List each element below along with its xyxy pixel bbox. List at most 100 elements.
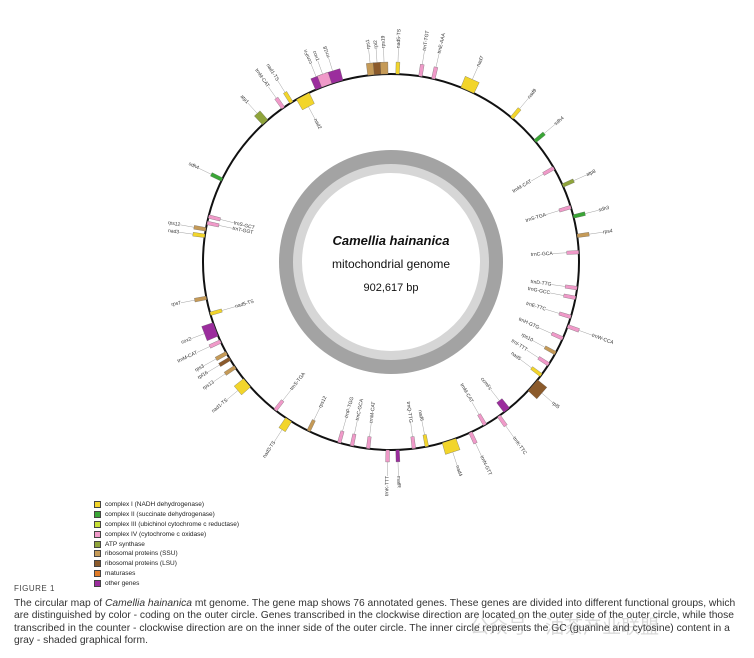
gene-leader-line	[369, 422, 372, 437]
gene-block-nad9	[510, 107, 522, 120]
gene-leader-line	[308, 106, 316, 120]
legend-swatch	[94, 501, 101, 509]
gene-label: nad6	[417, 410, 425, 422]
gene-leader-line	[368, 49, 371, 64]
gene-leader-line	[226, 390, 238, 400]
gene-label: trnK-TTC	[511, 436, 528, 457]
gene-label: trnT-GGT	[232, 226, 254, 236]
gene-label: trnQ-TTG	[405, 401, 414, 423]
gene-block-trnM-CAT	[274, 96, 285, 110]
gene-leader-line	[472, 66, 479, 80]
legend-label: ribosomal proteins (SSU)	[105, 550, 178, 558]
gene-label: trnM-CAT	[369, 401, 378, 423]
gene-block-trnT-TGT	[418, 63, 425, 77]
gene-block-trnM-CAT	[477, 413, 487, 426]
gene-block-rps12	[306, 419, 316, 432]
gene-label: trnC-GCA	[355, 398, 366, 421]
legend-swatch	[94, 540, 101, 548]
gene-leader-line	[191, 333, 205, 339]
genome-length: 902,617 bp	[363, 282, 418, 294]
gene-leader-line	[247, 102, 258, 114]
gene-leader-line	[282, 389, 292, 401]
gene-block-rps4	[576, 232, 590, 238]
gene-label: sdh4	[187, 161, 200, 171]
gene-label: trnC-GCA	[531, 251, 554, 258]
gene-block-ccmFc	[496, 398, 510, 413]
gene-block-trnW-CCA	[566, 324, 580, 333]
gene-label: trnS-GCT	[233, 220, 255, 231]
gene-leader-line	[505, 425, 514, 438]
gene-leader-line	[573, 174, 587, 181]
legend-item: complex III (ubichinol cytochrome c redu…	[94, 520, 239, 530]
gene-block-trnH-GTG	[550, 331, 564, 341]
gene-block-rps12	[193, 225, 207, 232]
gene-label: rps12	[318, 395, 329, 409]
gene-label: nad2	[312, 118, 323, 131]
gene-label: trnM-CAT	[512, 179, 533, 195]
gene-block-nad4	[442, 438, 461, 455]
legend-label: complex II (succinate dehydrogenase)	[105, 511, 215, 519]
gene-block-nad3-TS	[278, 417, 292, 433]
legend-swatch	[94, 520, 101, 528]
gene-label: nad7	[476, 55, 486, 68]
gene-label: rps19	[380, 35, 386, 48]
gene-label: sdh4	[553, 115, 565, 127]
gene-label: nad5-TS	[235, 299, 256, 310]
gene-block-rpl16	[218, 357, 231, 367]
gene-block-trnQ-TTG	[410, 436, 416, 449]
gene-block-rps3	[214, 351, 228, 361]
genome-subtitle: mitochondrial genome	[332, 257, 450, 271]
gene-block-rps19	[380, 61, 389, 75]
gene-block-trnS-TGA	[273, 399, 285, 412]
gene-function-legend: complex I (NADH dehydrogenase) complex II…	[94, 500, 239, 588]
gene-label: atp8	[585, 168, 597, 178]
gene-block-trnC-GCA	[349, 433, 357, 447]
gene-block-trnM-CAT	[366, 436, 372, 449]
gene-block-nad5-TS	[395, 61, 401, 75]
gene-label: sdh3	[598, 205, 610, 213]
gene-block-trnM-CAT	[208, 339, 222, 349]
gene-leader-line	[268, 86, 277, 99]
gene-leader-line	[589, 232, 603, 235]
gene-block-trnK-TTT	[385, 449, 390, 463]
gene-block-rpl5	[527, 379, 548, 400]
gene-block-nad7	[460, 76, 480, 94]
gene-leader-line	[220, 219, 234, 224]
legend-item: ribosomal proteins (LSU)	[94, 559, 239, 569]
gene-leader-line	[180, 224, 195, 228]
gene-leader-line	[585, 210, 599, 214]
gene-label: rps10	[520, 332, 534, 343]
gene-block-cox2	[201, 322, 219, 341]
legend-item: complex I (NADH dehydrogenase)	[94, 500, 239, 510]
gene-label: matR	[395, 476, 401, 489]
gene-label: cox2	[180, 336, 192, 345]
gene-block-nad3	[192, 232, 206, 238]
legend-item: complex IV (cytochrome c oxidase)	[94, 529, 239, 539]
legend-label: complex I (NADH dehydrogenase)	[105, 501, 204, 509]
figure-number: FIGURE 1	[14, 584, 55, 593]
legend-swatch	[94, 530, 101, 538]
gene-leader-line	[435, 53, 440, 68]
caption-text: The circular map of Camellia hainanica m…	[14, 597, 736, 647]
gene-label: rps13	[202, 379, 216, 391]
gene-block-trnN-GTT	[468, 431, 478, 445]
gene-leader-line	[544, 124, 556, 134]
gene-block-rps13	[223, 365, 237, 376]
gene-leader-line	[545, 210, 560, 215]
gene-block-nad2	[296, 92, 315, 111]
gene-block-sdh4	[533, 131, 546, 143]
gene-leader-line	[198, 168, 212, 175]
gene-label: trnP-TGG	[344, 396, 356, 419]
gene-label: cox1	[311, 50, 320, 62]
gene-leader-line	[531, 173, 544, 182]
gene-leader-line	[538, 327, 552, 334]
gene-leader-line	[422, 50, 425, 65]
genome-map: rrn18 ccmFn rps1 rpl2 rps19 nad5-TS trnT-TGT tr…	[167, 28, 615, 496]
genome-circle	[202, 73, 580, 451]
gene-label: rrn18	[322, 45, 331, 58]
gene-block-rps10	[543, 345, 557, 355]
gene-leader-line	[317, 60, 323, 75]
gene-leader-line	[475, 443, 482, 457]
gene-leader-line	[421, 420, 425, 435]
gene-leader-line	[207, 364, 220, 373]
